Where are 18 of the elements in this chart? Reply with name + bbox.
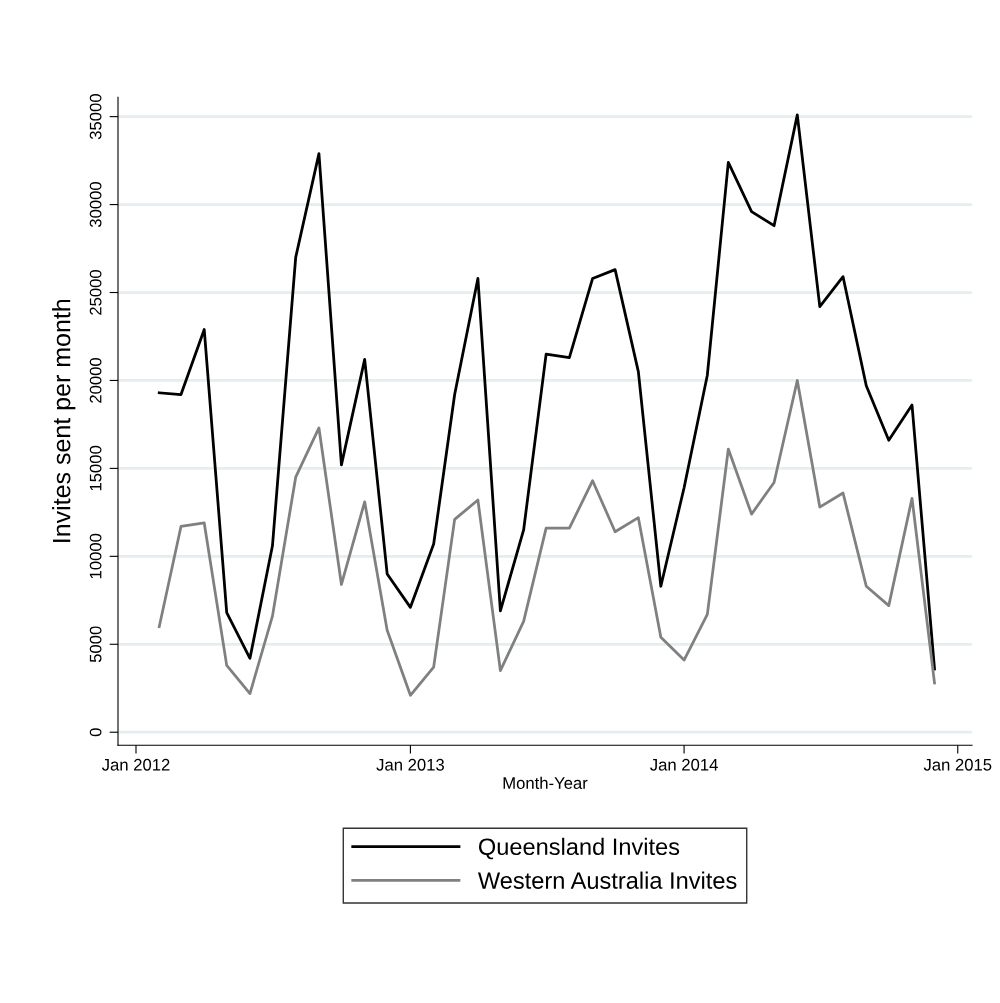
x-tick-label: Jan 2014 [650,758,718,771]
y-tick-label: 35000 [89,94,102,140]
line-series [157,379,936,697]
y-tick-label: 30000 [89,182,102,228]
y-tick-label: 25000 [89,269,102,315]
x-tick-label: Jan 2012 [101,758,170,771]
y-axis-title: Invites sent per month [52,299,76,542]
y-tick-label: 10000 [89,533,102,579]
y-tick-label: 0 [89,728,102,737]
line-series [157,113,936,671]
x-tick-label: Jan 2015 [923,758,992,771]
y-tick-label: 15000 [89,445,102,491]
x-axis-title: Month-Year [503,776,588,789]
y-tick-label: 20000 [89,357,102,403]
x-tick-label: Jan 2013 [376,758,444,771]
y-tick-label: 5000 [89,626,102,663]
legend-label: Western Australia Invites [477,871,737,889]
legend-label: Queensland Invites [478,837,680,860]
